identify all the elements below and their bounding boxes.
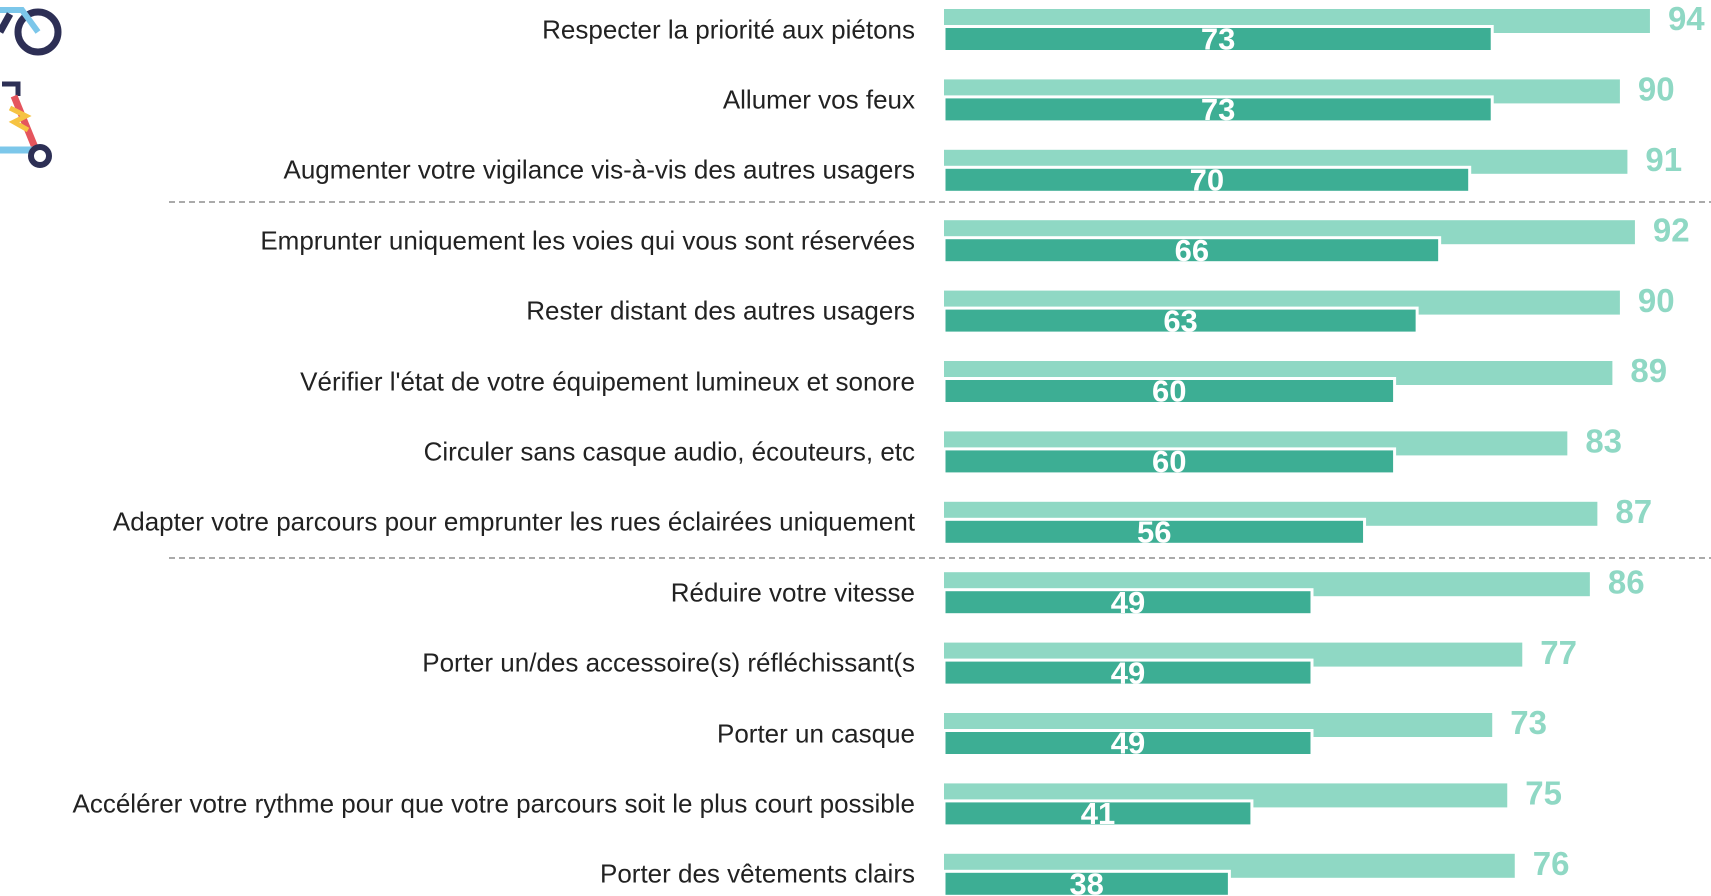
- category-label: Respecter la priorité aux piétons: [542, 14, 915, 44]
- category-label: Réduire votre vitesse: [670, 577, 915, 608]
- value-label: 90: [1638, 71, 1675, 108]
- category-label: Allumer vos feux: [722, 84, 915, 115]
- bar: [942, 377, 1397, 405]
- value-label: 76: [1533, 845, 1570, 882]
- bar: [942, 165, 1472, 194]
- category-label: Rester distant des autres usagers: [526, 295, 915, 326]
- value-label: 38: [1069, 866, 1103, 896]
- category-label: Adapter votre parcours pour emprunter le…: [112, 506, 915, 537]
- bar: [942, 869, 1231, 896]
- value-label: 56: [1137, 514, 1171, 549]
- bar: [942, 447, 1397, 476]
- value-label: 49: [1111, 726, 1145, 761]
- category-label: Porter un casque: [716, 718, 915, 748]
- value-label: 60: [1152, 374, 1186, 409]
- value-label: 90: [1638, 282, 1675, 319]
- value-label: 60: [1152, 444, 1186, 479]
- bar: [942, 25, 1494, 53]
- value-label: 73: [1201, 92, 1235, 127]
- value-label: 73: [1510, 704, 1547, 741]
- bar: [942, 799, 1254, 828]
- value-label: 73: [1201, 22, 1235, 57]
- category-label: Augmenter votre vigilance vis-à-vis des …: [283, 154, 915, 185]
- value-label: 89: [1630, 352, 1667, 389]
- value-label: 41: [1081, 796, 1115, 831]
- category-label: Circuler sans casque audio, écouteurs, e…: [423, 436, 915, 467]
- value-label: 83: [1585, 423, 1622, 460]
- value-label: 49: [1111, 655, 1145, 690]
- category-label: Vérifier l'état de votre équipement lumi…: [300, 366, 915, 396]
- value-label: 86: [1608, 563, 1645, 600]
- category-label: Accélérer votre rythme pour que votre pa…: [72, 788, 916, 819]
- value-label: 75: [1525, 775, 1562, 812]
- bar: [942, 95, 1494, 124]
- value-label: 63: [1163, 303, 1197, 338]
- bar: [942, 588, 1314, 617]
- value-label: 87: [1615, 493, 1652, 530]
- bar: [942, 306, 1419, 335]
- value-label: 94: [1668, 0, 1705, 37]
- category-label: Emprunter uniquement les voies qui vous …: [260, 225, 915, 256]
- category-label: Porter un/des accessoire(s) réfléchissan…: [422, 647, 915, 678]
- bar: [942, 236, 1442, 265]
- value-label: 66: [1175, 233, 1209, 268]
- scooter-icon: [0, 81, 52, 168]
- value-label: 49: [1111, 585, 1145, 620]
- bar: [942, 517, 1367, 546]
- value-label: 70: [1190, 162, 1224, 197]
- bar: [942, 729, 1314, 757]
- value-label: 92: [1653, 211, 1690, 248]
- value-label: 91: [1645, 141, 1682, 178]
- bike-icon: [0, 7, 62, 56]
- value-label: 77: [1540, 634, 1577, 671]
- bar: [942, 658, 1314, 687]
- category-label: Porter des vêtements clairs: [599, 858, 915, 889]
